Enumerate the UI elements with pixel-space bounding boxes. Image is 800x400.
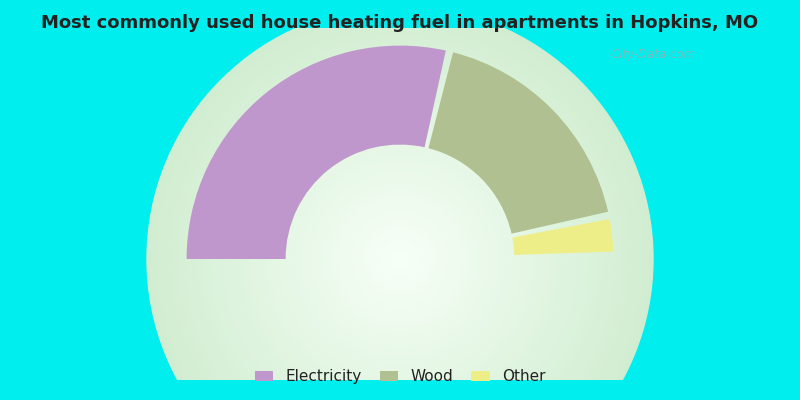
Circle shape (311, 170, 489, 348)
Circle shape (366, 224, 434, 294)
Circle shape (356, 215, 444, 303)
Circle shape (387, 246, 413, 272)
Circle shape (378, 237, 422, 281)
Circle shape (204, 63, 596, 400)
Circle shape (230, 88, 570, 400)
Circle shape (242, 101, 558, 400)
Circle shape (267, 126, 533, 392)
Circle shape (359, 218, 441, 300)
Circle shape (254, 114, 546, 400)
Circle shape (274, 132, 526, 386)
Circle shape (232, 91, 568, 400)
Circle shape (157, 16, 643, 400)
Circle shape (330, 190, 470, 328)
Circle shape (210, 69, 590, 400)
Circle shape (270, 129, 530, 389)
Circle shape (324, 183, 476, 335)
Circle shape (261, 120, 539, 398)
Circle shape (337, 196, 463, 322)
Circle shape (150, 9, 650, 400)
Circle shape (160, 19, 640, 400)
Circle shape (154, 12, 646, 400)
Circle shape (220, 79, 580, 400)
Circle shape (251, 110, 549, 400)
Circle shape (172, 31, 628, 400)
Circle shape (318, 177, 482, 341)
Circle shape (258, 117, 542, 400)
Circle shape (397, 256, 403, 262)
Circle shape (214, 72, 586, 400)
Circle shape (264, 123, 536, 395)
Circle shape (201, 60, 599, 400)
Circle shape (182, 41, 618, 400)
Circle shape (217, 76, 583, 400)
Circle shape (334, 192, 466, 326)
Circle shape (340, 199, 460, 319)
Circle shape (207, 66, 593, 400)
Text: City-Data.com: City-Data.com (612, 48, 696, 61)
Circle shape (308, 167, 492, 351)
Circle shape (175, 34, 625, 400)
Circle shape (346, 205, 454, 313)
Circle shape (188, 47, 612, 400)
Circle shape (293, 152, 507, 366)
Circle shape (390, 250, 410, 268)
Circle shape (296, 155, 504, 363)
Circle shape (374, 234, 426, 284)
Circle shape (245, 104, 555, 400)
Circle shape (226, 85, 574, 400)
Circle shape (147, 6, 653, 400)
Circle shape (321, 180, 479, 338)
Circle shape (166, 25, 634, 400)
Circle shape (248, 107, 552, 400)
Circle shape (280, 139, 520, 379)
Circle shape (343, 202, 457, 316)
Circle shape (163, 22, 637, 400)
Circle shape (235, 94, 565, 400)
Circle shape (238, 98, 562, 400)
Circle shape (286, 145, 514, 373)
Text: Most commonly used house heating fuel in apartments in Hopkins, MO: Most commonly used house heating fuel in… (42, 14, 758, 32)
Wedge shape (186, 46, 446, 259)
Circle shape (362, 221, 438, 297)
Circle shape (191, 50, 609, 400)
Circle shape (169, 28, 631, 400)
Circle shape (185, 44, 615, 400)
Circle shape (394, 253, 406, 265)
Circle shape (384, 243, 416, 275)
Circle shape (371, 230, 429, 288)
Circle shape (314, 174, 486, 344)
Circle shape (327, 186, 473, 332)
Wedge shape (429, 52, 608, 234)
Circle shape (353, 212, 447, 306)
Circle shape (302, 161, 498, 357)
Circle shape (178, 38, 622, 400)
Circle shape (283, 142, 517, 376)
Wedge shape (512, 219, 614, 255)
Circle shape (194, 54, 606, 400)
Circle shape (299, 158, 501, 360)
Legend: Electricity, Wood, Other: Electricity, Wood, Other (249, 363, 551, 390)
Circle shape (350, 208, 450, 310)
Circle shape (305, 164, 495, 354)
Circle shape (381, 240, 419, 278)
Circle shape (277, 136, 523, 382)
Circle shape (223, 82, 577, 400)
Circle shape (198, 57, 602, 400)
Circle shape (368, 227, 432, 291)
Circle shape (290, 148, 510, 370)
